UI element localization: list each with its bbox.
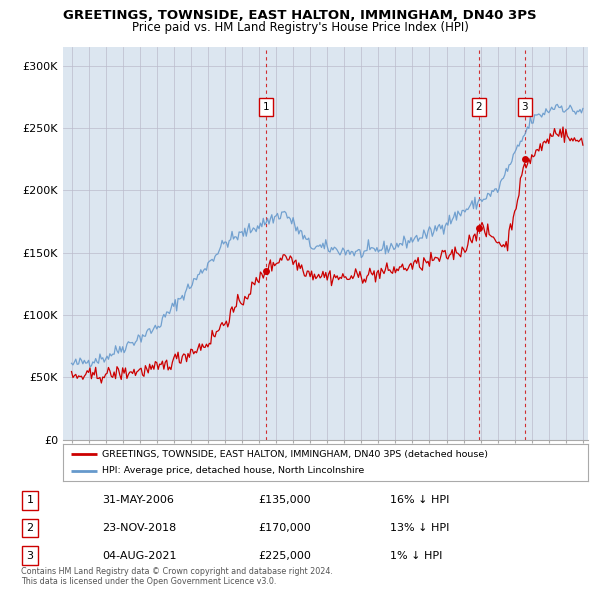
Text: £135,000: £135,000 xyxy=(258,496,311,505)
Text: £170,000: £170,000 xyxy=(258,523,311,533)
Text: 23-NOV-2018: 23-NOV-2018 xyxy=(102,523,176,533)
Text: 13% ↓ HPI: 13% ↓ HPI xyxy=(390,523,449,533)
Text: £225,000: £225,000 xyxy=(258,551,311,560)
Text: GREETINGS, TOWNSIDE, EAST HALTON, IMMINGHAM, DN40 3PS (detached house): GREETINGS, TOWNSIDE, EAST HALTON, IMMING… xyxy=(103,450,488,458)
Text: HPI: Average price, detached house, North Lincolnshire: HPI: Average price, detached house, Nort… xyxy=(103,467,365,476)
Text: 2: 2 xyxy=(26,523,34,533)
Text: Contains HM Land Registry data © Crown copyright and database right 2024.
This d: Contains HM Land Registry data © Crown c… xyxy=(21,567,333,586)
Text: 2: 2 xyxy=(476,102,482,112)
Text: 04-AUG-2021: 04-AUG-2021 xyxy=(102,551,176,560)
Text: 1: 1 xyxy=(26,496,34,505)
Text: 3: 3 xyxy=(26,551,34,560)
Text: 31-MAY-2006: 31-MAY-2006 xyxy=(102,496,174,505)
Text: Price paid vs. HM Land Registry's House Price Index (HPI): Price paid vs. HM Land Registry's House … xyxy=(131,21,469,34)
Text: GREETINGS, TOWNSIDE, EAST HALTON, IMMINGHAM, DN40 3PS: GREETINGS, TOWNSIDE, EAST HALTON, IMMING… xyxy=(63,9,537,22)
Text: 1% ↓ HPI: 1% ↓ HPI xyxy=(390,551,442,560)
Text: 3: 3 xyxy=(521,102,528,112)
Text: 1: 1 xyxy=(263,102,269,112)
Text: 16% ↓ HPI: 16% ↓ HPI xyxy=(390,496,449,505)
